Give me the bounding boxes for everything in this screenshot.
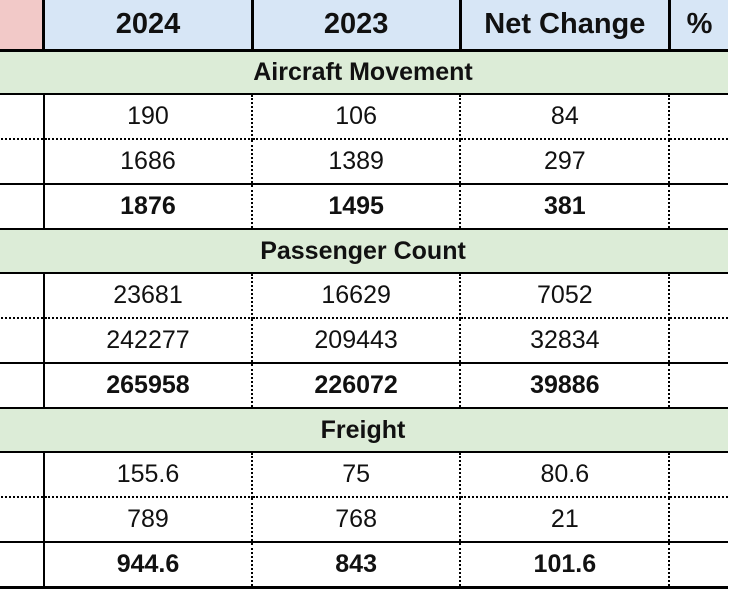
- header-2023: 2023: [252, 0, 462, 52]
- row-label-cell: [0, 273, 45, 319]
- row-label-cell: [0, 139, 45, 185]
- cell-2024-total: 265958: [43, 363, 254, 408]
- cell-percent: [669, 318, 728, 364]
- cell-2023: 1389: [252, 139, 462, 185]
- cell-net-change: 80.6: [460, 452, 671, 498]
- cell-percent: [669, 452, 728, 498]
- cell-percent: [669, 273, 728, 319]
- cell-percent: [669, 497, 728, 543]
- cell-2024: 190: [43, 94, 254, 140]
- section-freight: Freight: [0, 407, 728, 453]
- cell-percent: [669, 139, 728, 185]
- row-label-cell: [0, 94, 45, 140]
- row-label-cell: [0, 542, 45, 589]
- total-row: 265958 226072 39886: [0, 363, 728, 408]
- header-percent: %: [669, 0, 728, 52]
- header-corner-cell: [0, 0, 46, 52]
- table-row: 155.6 75 80.6: [0, 452, 728, 498]
- cell-2024-total: 1876: [43, 184, 254, 229]
- cell-2023: 16629: [252, 273, 462, 319]
- section-title: Freight: [0, 407, 728, 453]
- cell-2023: 106: [252, 94, 462, 140]
- table-row: 190 106 84: [0, 94, 728, 140]
- cell-net-change: 297: [460, 139, 671, 185]
- cell-2023: 768: [252, 497, 462, 543]
- row-label-cell: [0, 363, 45, 408]
- cell-2023-total: 843: [252, 542, 462, 589]
- cell-2024: 242277: [43, 318, 254, 364]
- total-row: 1876 1495 381: [0, 184, 728, 229]
- section-passenger-count: Passenger Count: [0, 228, 728, 274]
- cell-2023: 209443: [252, 318, 462, 364]
- cell-2024: 789: [43, 497, 254, 543]
- cell-percent: [669, 94, 728, 140]
- cell-2023: 75: [252, 452, 462, 498]
- cell-2024-total: 944.6: [43, 542, 254, 589]
- cell-2024: 1686: [43, 139, 254, 185]
- cell-net-change-total: 101.6: [460, 542, 671, 589]
- header-row: 2024 2023 Net Change %: [0, 0, 728, 52]
- section-aircraft-movement: Aircraft Movement: [0, 49, 728, 95]
- table-row: 1686 1389 297: [0, 139, 728, 185]
- section-title: Aircraft Movement: [0, 49, 728, 95]
- section-title: Passenger Count: [0, 228, 728, 274]
- total-row: 944.6 843 101.6: [0, 542, 728, 589]
- cell-percent: [669, 184, 728, 229]
- table-row: 789 768 21: [0, 497, 728, 543]
- cell-net-change: 84: [460, 94, 671, 140]
- cell-percent: [669, 542, 728, 589]
- cell-net-change-total: 381: [460, 184, 671, 229]
- header-net-change: Net Change: [460, 0, 671, 52]
- cell-percent: [669, 363, 728, 408]
- cell-net-change-total: 39886: [460, 363, 671, 408]
- cell-2023-total: 1495: [252, 184, 462, 229]
- header-2024: 2024: [43, 0, 254, 52]
- cell-net-change: 21: [460, 497, 671, 543]
- cell-net-change: 7052: [460, 273, 671, 319]
- row-label-cell: [0, 318, 45, 364]
- row-label-cell: [0, 184, 45, 229]
- row-label-cell: [0, 497, 45, 543]
- cell-2024: 155.6: [43, 452, 254, 498]
- cell-2023-total: 226072: [252, 363, 462, 408]
- cell-net-change: 32834: [460, 318, 671, 364]
- cell-2024: 23681: [43, 273, 254, 319]
- row-label-cell: [0, 452, 45, 498]
- table-row: 242277 209443 32834: [0, 318, 728, 364]
- table-row: 23681 16629 7052: [0, 273, 728, 319]
